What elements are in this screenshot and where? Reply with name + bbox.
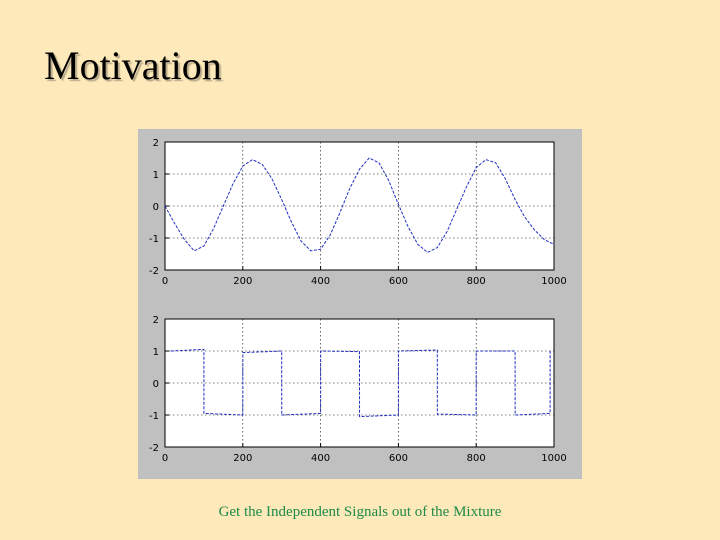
chart-2: 0 200 400 600 800 1000 2 1 0 -1 -2 — [149, 315, 567, 464]
x-tick-label: 1000 — [541, 453, 566, 464]
x-tick-label: 600 — [389, 453, 408, 464]
slide-caption: Get the Independent Signals out of the M… — [218, 504, 502, 520]
y-tick-label: 1 — [153, 347, 159, 358]
series-line-1 — [170, 348, 551, 418]
y-tick-label: 1 — [153, 170, 159, 181]
x-tick-label: 1000 — [541, 276, 566, 287]
x-tick-label: 0 — [162, 453, 168, 464]
y-tick-label: 2 — [153, 315, 159, 326]
y-tick-label: -2 — [149, 443, 159, 454]
x-tick-label: 800 — [467, 276, 486, 287]
x-tick-label: 200 — [233, 453, 252, 464]
y-tick-label: -2 — [149, 266, 159, 277]
series-line-1 — [164, 157, 555, 253]
y-tick-label: 2 — [153, 138, 159, 149]
x-tick-label: 400 — [311, 453, 330, 464]
x-tick-label: 200 — [233, 276, 252, 287]
figure-panel: 0 200 400 600 800 1000 2 1 0 -1 -2 0 200 400 600 800 100… — [138, 129, 582, 479]
x-tick-label: 400 — [311, 276, 330, 287]
y-tick-label: -1 — [149, 411, 159, 422]
chart-1: 0 200 400 600 800 1000 2 1 0 -1 -2 — [149, 138, 567, 287]
x-tick-label: 800 — [467, 453, 486, 464]
slide-title: Motivation — [44, 43, 222, 88]
y-tick-label: 0 — [153, 379, 159, 390]
y-tick-label: 0 — [153, 202, 159, 213]
y-tick-label: -1 — [149, 234, 159, 245]
x-tick-label: 600 — [389, 276, 408, 287]
x-tick-label: 0 — [162, 276, 168, 287]
